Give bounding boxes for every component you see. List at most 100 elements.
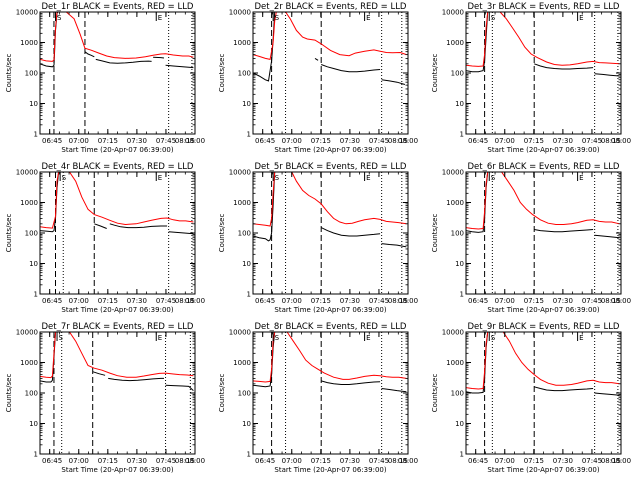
y-tick-label: 1000 xyxy=(20,199,38,207)
chart-title: Det_7r BLACK = Events, RED = LLD xyxy=(42,322,194,332)
y-tick-label: 1000 xyxy=(233,199,251,207)
series-lld-line-0 xyxy=(253,332,276,383)
series-events-line-3 xyxy=(168,231,194,235)
x-tick-label: 08:00 xyxy=(611,457,631,465)
y-tick-label: 10 xyxy=(29,100,38,108)
y-tick-label: 10 xyxy=(455,100,464,108)
x-tick-label: 07:45 xyxy=(156,457,176,465)
x-tick-label: 07:15 xyxy=(311,457,331,465)
series-lld-line-0 xyxy=(466,172,489,230)
series-events-line-1 xyxy=(320,227,381,237)
panel-det4r: Det_4r BLACK = Events, RED = LLD S E 1 10 100… xyxy=(5,162,205,314)
series-lld-line-0 xyxy=(40,332,56,379)
series-events-line-3 xyxy=(153,56,165,59)
series-lld-line-1 xyxy=(501,172,620,225)
series-events-line-1 xyxy=(84,51,95,58)
chart-title: Det_5r BLACK = Events, RED = LLD xyxy=(255,162,407,172)
x-tick-label: 07:45 xyxy=(369,137,389,145)
series-lld-line-1 xyxy=(65,12,194,59)
x-tick-label: 07:45 xyxy=(582,457,602,465)
series-lld-line-1 xyxy=(291,172,407,225)
x-tick-label: 08:00 xyxy=(398,297,418,305)
y-tick-label: 10000 xyxy=(229,329,251,337)
y-tick-label: 10000 xyxy=(229,169,251,177)
x-tick-label: 06:45 xyxy=(255,137,275,145)
chart-title: Det_6r BLACK = Events, RED = LLD xyxy=(468,162,620,172)
y-axis-label: Counts/sec xyxy=(5,374,13,413)
x-tick-label: 08:00 xyxy=(185,137,205,145)
panel-det1r: Det_1r BLACK = Events, RED = LLD S E 1 10 100… xyxy=(5,2,205,154)
chart-title: Det_1r BLACK = Events, RED = LLD xyxy=(42,2,194,12)
x-tick-label: 07:45 xyxy=(582,137,602,145)
flag-label: S xyxy=(275,334,280,342)
flag-label: E xyxy=(366,14,370,22)
series-lld-line-0 xyxy=(40,12,58,62)
y-tick-label: 10000 xyxy=(442,329,464,337)
flag-label: E xyxy=(579,334,583,342)
y-tick-label: 100 xyxy=(25,230,38,238)
y-axis-label: Counts/sec xyxy=(218,214,226,253)
y-tick-label: 1000 xyxy=(233,39,251,47)
flag-label: E xyxy=(158,334,162,342)
series-lld-line-1 xyxy=(285,12,407,57)
x-tick-label: 08:00 xyxy=(611,297,631,305)
y-tick-label: 10000 xyxy=(442,169,464,177)
flag-label: E xyxy=(158,14,162,22)
y-tick-label: 10 xyxy=(455,420,464,428)
y-tick-label: 1 xyxy=(34,131,38,139)
x-tick-label: 07:30 xyxy=(553,457,573,465)
flag-label: S xyxy=(57,14,62,22)
y-tick-label: 10000 xyxy=(16,169,38,177)
y-tick-label: 10000 xyxy=(229,9,251,17)
plot-frame xyxy=(252,331,409,455)
panel-det8r: Det_8r BLACK = Events, RED = LLD S E 1 10 100… xyxy=(218,322,418,474)
x-tick-label: 07:30 xyxy=(340,297,360,305)
x-tick-label: 06:45 xyxy=(42,297,62,305)
x-tick-label: 07:00 xyxy=(282,137,302,145)
flag-label: S xyxy=(491,334,496,342)
x-tick-label: 08:15 xyxy=(175,297,195,305)
flag-label: E xyxy=(366,334,370,342)
x-tick-label: 08:00 xyxy=(185,457,205,465)
chart-title: Det_4r BLACK = Events, RED = LLD xyxy=(42,162,194,172)
x-tick-label: 08:15 xyxy=(388,457,408,465)
x-tick-label: 06:45 xyxy=(42,457,62,465)
y-tick-label: 100 xyxy=(238,70,251,78)
x-tick-label: 06:45 xyxy=(255,297,275,305)
plot-frame xyxy=(252,11,409,135)
y-tick-label: 100 xyxy=(25,390,38,398)
series-events-line-2 xyxy=(594,234,620,239)
flag-label: E xyxy=(579,174,583,182)
x-tick-label: 06:45 xyxy=(468,137,488,145)
flag-label: S xyxy=(275,174,280,182)
x-tick-label: 07:15 xyxy=(311,137,331,145)
x-tick-label: 07:45 xyxy=(369,297,389,305)
y-tick-label: 1 xyxy=(34,451,38,459)
series-events-line-4 xyxy=(165,64,194,69)
x-tick-label: 07:45 xyxy=(369,457,389,465)
series-events-line-0 xyxy=(466,12,489,73)
series-lld-line-1 xyxy=(499,12,620,66)
y-axis-label: Counts/sec xyxy=(218,54,226,93)
panel-det2r: Det_2r BLACK = Events, RED = LLD S E 1 10 100… xyxy=(218,2,418,154)
x-tick-label: 07:00 xyxy=(69,297,89,305)
x-tick-label: 07:30 xyxy=(127,137,147,145)
y-axis-label: Counts/sec xyxy=(218,374,226,413)
chart-title: Det_2r BLACK = Events, RED = LLD xyxy=(255,2,407,12)
x-tick-label: 08:15 xyxy=(175,457,195,465)
y-tick-label: 100 xyxy=(451,230,464,238)
y-tick-label: 1000 xyxy=(20,39,38,47)
flag-label: S xyxy=(491,14,496,22)
x-tick-label: 08:15 xyxy=(601,137,621,145)
panel-det5r: Det_5r BLACK = Events, RED = LLD S E 1 10 100… xyxy=(218,162,418,314)
series-lld-line-1 xyxy=(69,172,194,226)
chart-title: Det_8r BLACK = Events, RED = LLD xyxy=(255,322,407,332)
y-axis-label: Counts/sec xyxy=(5,214,13,253)
x-tick-label: 07:30 xyxy=(127,457,147,465)
x-tick-label: 06:45 xyxy=(468,297,488,305)
series-events-line-2 xyxy=(108,377,164,382)
flag-label: S xyxy=(491,174,496,182)
y-tick-label: 100 xyxy=(238,230,251,238)
x-tick-label: 07:15 xyxy=(524,137,544,145)
